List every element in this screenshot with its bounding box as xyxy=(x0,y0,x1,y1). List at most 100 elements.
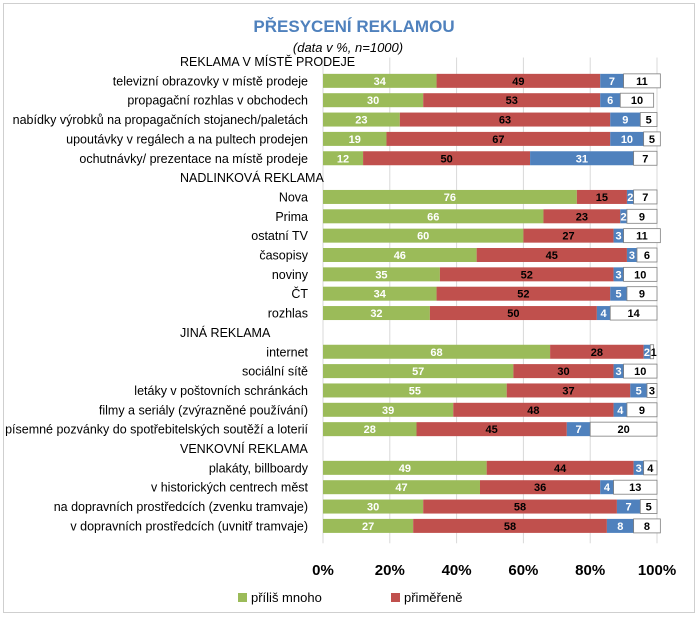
category-label: upoutávky v regálech a na pultech prodej… xyxy=(66,132,308,146)
category-label: v dopravních prostředcích (uvnitř tramva… xyxy=(70,519,308,533)
data-label: 5 xyxy=(636,385,642,397)
bar-segment-prilis-mnoho xyxy=(323,209,544,224)
bar-segment-seg4 xyxy=(633,150,658,166)
data-label: 28 xyxy=(591,347,603,359)
bar-segment-prilis-mnoho xyxy=(323,228,524,243)
data-label: 3 xyxy=(616,366,622,378)
bar-segment-seg4 xyxy=(623,228,661,244)
data-label: 48 xyxy=(527,405,539,417)
x-tick-label: 20% xyxy=(375,562,405,579)
bar-segment-primerene xyxy=(436,286,611,301)
category-label: noviny xyxy=(272,268,309,282)
category-label: na dopravních prostředcích (zvenku tramv… xyxy=(54,500,308,514)
data-label: 44 xyxy=(554,463,567,475)
bar-segment-primerene xyxy=(550,344,644,359)
category-label: plakáty, billboardy xyxy=(209,461,309,475)
bar-segment-seg3 xyxy=(630,383,647,398)
data-label: 4 xyxy=(604,482,611,494)
bar-segment-primerene xyxy=(513,364,614,379)
data-label: 49 xyxy=(512,76,524,88)
bar-segment-primerene xyxy=(423,499,617,514)
bar-segment-primerene xyxy=(453,402,614,417)
data-label: 7 xyxy=(642,192,648,204)
bar-segment-seg4 xyxy=(639,112,658,127)
bar-segment-seg4 xyxy=(649,344,655,360)
data-label: 10 xyxy=(634,366,646,378)
bar-segment-seg4 xyxy=(633,518,661,534)
chart-frame xyxy=(3,3,695,613)
bar-segment-seg3 xyxy=(633,460,644,475)
bar-segment-seg3 xyxy=(600,73,624,88)
bar-segment-primerene xyxy=(399,112,611,127)
data-label: 2 xyxy=(627,192,633,204)
bar-segment-prilis-mnoho xyxy=(323,151,364,166)
category-label: nabídky výrobků na propagačních stojanec… xyxy=(13,113,308,127)
data-label: 3 xyxy=(629,250,635,262)
bar-segment-prilis-mnoho xyxy=(323,460,487,475)
category-labels: REKLAMA V MÍSTĚ PRODEJE televizní obrazov… xyxy=(5,54,355,533)
data-label: 10 xyxy=(634,269,646,281)
group-header: REKLAMA V MÍSTĚ PRODEJE xyxy=(180,54,355,69)
group-header: VENKOVNÍ REKLAMA xyxy=(180,441,308,456)
data-label: 9 xyxy=(622,115,628,127)
data-label: 45 xyxy=(546,250,558,262)
category-label: filmy a seriály (zvýrazněné používání) xyxy=(99,403,308,417)
data-label: 34 xyxy=(374,76,387,88)
data-label: 1 xyxy=(651,347,657,359)
bar-segment-seg3 xyxy=(610,112,641,127)
bar-segment-prilis-mnoho xyxy=(323,131,387,146)
data-label: 15 xyxy=(596,192,608,204)
bar-segment-seg4 xyxy=(643,131,661,147)
bar-segment-prilis-mnoho xyxy=(323,73,437,88)
bar-segment-seg4 xyxy=(643,460,658,476)
bar-segment-primerene xyxy=(363,151,531,166)
data-label: 5 xyxy=(616,289,622,301)
data-label: 52 xyxy=(517,289,529,301)
data-label: 52 xyxy=(521,269,533,281)
bar-segment-seg3 xyxy=(600,93,621,108)
data-label: 3 xyxy=(616,231,622,243)
bar-segment-seg4 xyxy=(626,208,658,224)
data-label: 9 xyxy=(639,405,645,417)
bar-segment-seg3 xyxy=(643,344,651,359)
bar-segment-seg3 xyxy=(616,499,641,514)
data-label: 46 xyxy=(394,250,406,262)
data-label: 55 xyxy=(409,385,421,397)
data-label: 5 xyxy=(646,502,652,514)
bar-segment-seg3 xyxy=(613,228,624,243)
data-label: 36 xyxy=(534,482,546,494)
chart-subtitle: (data v %, n=1000) xyxy=(293,40,403,55)
bar-segment-prilis-mnoho xyxy=(323,518,414,533)
data-label: 50 xyxy=(440,153,452,165)
data-label: 3 xyxy=(636,463,642,475)
bar-segment-prilis-mnoho xyxy=(323,344,551,359)
x-axis-ticks: 0% 20% 40% 60% 80% 100% xyxy=(312,562,676,579)
data-label: 27 xyxy=(562,231,574,243)
data-label: 28 xyxy=(364,424,376,436)
bar-segment-primerene xyxy=(576,189,627,204)
group-header: JINÁ REKLAMA xyxy=(180,325,271,340)
data-label: 5 xyxy=(646,115,652,127)
data-label: 19 xyxy=(349,134,361,146)
data-label: 12 xyxy=(337,153,349,165)
group-header: NADLINKOVÁ REKLAMA xyxy=(180,170,324,185)
bar-segment-seg3 xyxy=(613,402,627,417)
category-label: ochutnávky/ prezentace na místě prodeje xyxy=(79,152,308,166)
bar-segment-prilis-mnoho xyxy=(323,267,440,282)
data-label: 6 xyxy=(607,95,613,107)
data-label: 8 xyxy=(644,521,650,533)
bar-segment-seg4 xyxy=(626,402,658,418)
data-label: 30 xyxy=(557,366,569,378)
data-label: 10 xyxy=(621,134,633,146)
bar-segment-seg4 xyxy=(646,383,658,398)
category-label: rozhlas xyxy=(268,307,308,321)
category-label: ČT xyxy=(291,286,308,301)
bar-segment-primerene xyxy=(416,422,567,437)
bar-segment-seg4 xyxy=(613,479,658,495)
data-label: 7 xyxy=(609,76,615,88)
category-label: propagační rozhlas v obchodech xyxy=(127,94,308,108)
bar-segment-prilis-mnoho xyxy=(323,306,430,321)
bar-segment-seg3 xyxy=(596,306,611,321)
category-label: Nova xyxy=(279,190,308,204)
